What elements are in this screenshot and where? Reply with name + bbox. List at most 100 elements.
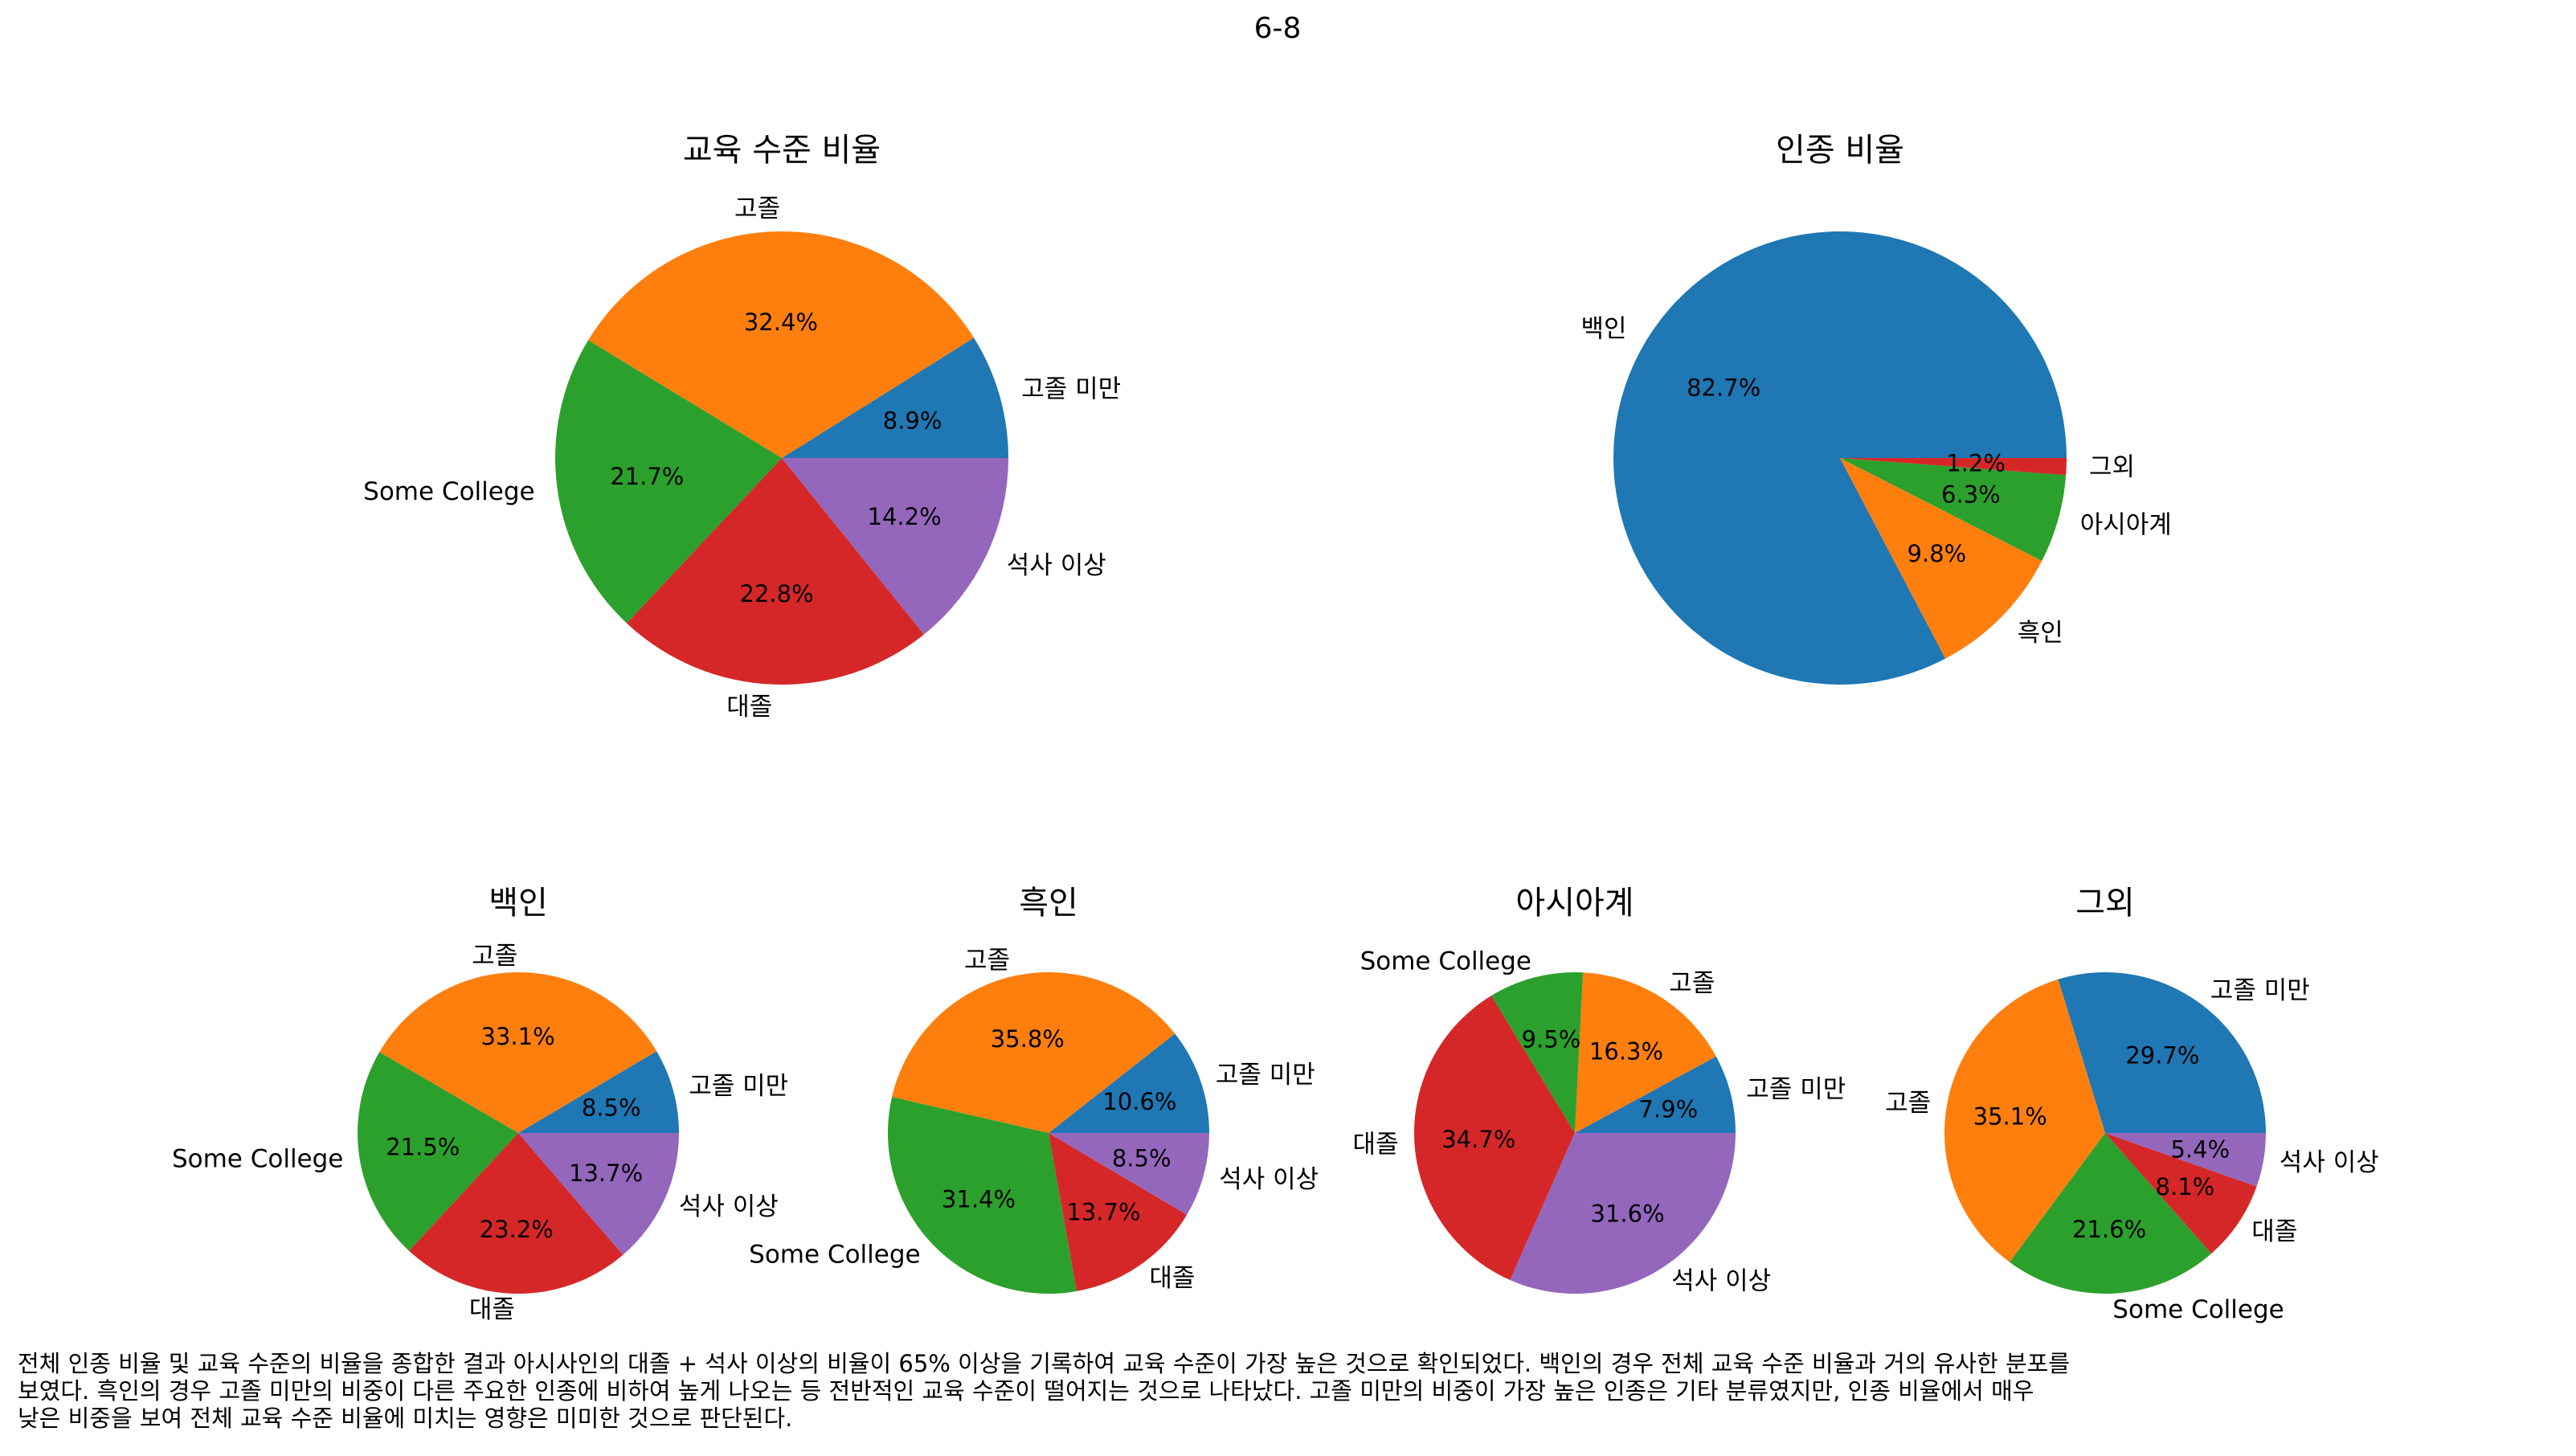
pie-title: 백인: [489, 885, 548, 922]
slice-percent-label: 16.3%: [1589, 1038, 1663, 1065]
slice-category-label: 고졸 미만: [1021, 374, 1121, 403]
slice-percent-label: 13.7%: [569, 1159, 643, 1187]
caption-line-2: 보였다. 흑인의 경우 고졸 미만의 비중이 다른 주요한 인종에 비하여 높게…: [18, 1377, 2034, 1405]
pie-slice: [1840, 458, 2067, 562]
slice-category-label: Some College: [2112, 1295, 2284, 1324]
slice-category-label: 고졸: [472, 942, 517, 971]
slice-percent-label: 21.5%: [386, 1134, 460, 1161]
slice-percent-label: 8.1%: [2156, 1173, 2215, 1200]
slice-category-label: 대졸: [469, 1295, 515, 1324]
pie-slice: [887, 1097, 1077, 1294]
slice-percent-label: 82.7%: [1687, 374, 1760, 402]
slice-percent-label: 8.5%: [1112, 1145, 1171, 1172]
slice-percent-label: 1.2%: [1946, 449, 2006, 476]
slice-category-label: 석사 이상: [2280, 1148, 2379, 1177]
pie-slice: [1840, 458, 2067, 476]
slice-category-label: 석사 이상: [679, 1192, 779, 1221]
pie-2: 인종 비율 82.7% 백인 9.8% 흑인 6.3% 아시아계 1.2% 그외: [1580, 132, 2172, 685]
slice-category-label: 고졸: [734, 194, 780, 223]
pie-slice: [892, 971, 1176, 1133]
slice-percent-label: 33.1%: [481, 1023, 555, 1050]
slice-category-label: 대졸: [2251, 1217, 2297, 1246]
slice-category-label: 석사 이상: [1671, 1266, 1771, 1295]
caption-line-3: 낮은 비중을 보여 전체 교육 수준 비율에 미치는 영향은 미미한 것으로 판…: [18, 1405, 793, 1432]
slice-category-label: 고졸: [1885, 1089, 1931, 1118]
pie-slice: [1491, 971, 1584, 1133]
slice-percent-label: 22.8%: [740, 580, 814, 607]
slice-percent-label: 5.4%: [2170, 1135, 2230, 1163]
pie-slice: [2058, 972, 2266, 1133]
pie-1: 교육 수준 비율 8.9% 고졸 미만 32.4% 고졸 21.7% Some Colleg…: [363, 132, 1121, 722]
slice-category-label: Some College: [1360, 947, 1531, 976]
slice-percent-label: 8.9%: [883, 407, 942, 434]
slice-category-label: 대졸: [1352, 1131, 1398, 1159]
caption-text: 전체 인종 비율 및 교육 수준의 비율을 종합한 결과 아시사인의 대졸 + …: [18, 1350, 2565, 1432]
pie-slice: [2105, 1133, 2257, 1254]
caption-line-1: 전체 인종 비율 및 교육 수준의 비율을 종합한 결과 아시사인의 대졸 + …: [18, 1350, 2071, 1377]
pie-slice: [1944, 979, 2105, 1262]
slice-category-label: 고졸 미만: [1746, 1075, 1846, 1104]
slice-category-label: 석사 이상: [1219, 1165, 1319, 1194]
figure-suptitle: 6-8: [1254, 12, 1302, 45]
pie-slice: [1575, 1056, 1736, 1133]
pie-slice: [518, 1133, 679, 1255]
pie-slice: [2105, 1133, 2266, 1187]
slice-category-label: 고졸: [1669, 969, 1715, 998]
slice-category-label: Some College: [749, 1241, 920, 1270]
slice-percent-label: 6.3%: [1941, 481, 2001, 509]
pie-4: 흑인 10.6% 고졸 미만 35.8% 고졸 31.4% Some College 13.7…: [749, 885, 1319, 1294]
slice-category-label: 대졸: [726, 693, 772, 722]
slice-percent-label: 29.7%: [2125, 1042, 2199, 1070]
slice-percent-label: 10.6%: [1102, 1088, 1176, 1115]
pie-slice: [358, 1052, 518, 1251]
slice-category-label: 아시아계: [2080, 511, 2172, 540]
slice-category-label: 고졸 미만: [1216, 1061, 1315, 1090]
pie-slice: [1049, 1133, 1209, 1215]
pie-slice: [1510, 1133, 1736, 1294]
pie-slice: [588, 231, 975, 458]
pie-slice: [409, 1133, 624, 1294]
slice-category-label: 그외: [2089, 453, 2135, 482]
pie-slice: [782, 458, 1008, 635]
pie-3: 백인 8.5% 고졸 미만 33.1% 고졸 21.5% Some College 23.2%…: [172, 885, 788, 1324]
pie-slice: [2010, 1133, 2212, 1294]
pie-slice: [379, 972, 657, 1133]
slice-percent-label: 13.7%: [1066, 1199, 1140, 1226]
pie-title: 그외: [2075, 885, 2135, 922]
slice-percent-label: 9.8%: [1907, 540, 1967, 567]
pie-title: 아시아계: [1515, 885, 1634, 922]
pie-slice: [1840, 458, 2042, 659]
slice-category-label: 대졸: [1149, 1264, 1195, 1293]
pie-chart-figure: 6-8 교육 수준 비율 8.9% 고졸 미만 32.4% 고졸 21.7% Some Co…: [172, 12, 2379, 1324]
slice-category-label: 고졸 미만: [689, 1072, 788, 1101]
pie-title: 교육 수준 비율: [683, 132, 881, 169]
pie-6: 그외 29.7% 고졸 미만 35.1% 고졸 21.6% Some College 8.1%…: [1885, 885, 2379, 1324]
slice-percent-label: 34.7%: [1441, 1126, 1515, 1153]
slice-category-label: Some College: [172, 1144, 343, 1173]
pie-slice: [1049, 1033, 1209, 1133]
pie-slice: [554, 340, 782, 624]
slice-percent-label: 7.9%: [1638, 1096, 1698, 1123]
slice-percent-label: 32.4%: [744, 309, 818, 336]
slice-category-label: 백인: [1580, 315, 1626, 344]
slice-percent-label: 35.1%: [1973, 1103, 2047, 1131]
slice-category-label: 고졸: [964, 946, 1010, 975]
pie-title: 흑인: [1019, 885, 1078, 922]
pie-5: 아시아계 7.9% 고졸 미만 16.3% 고졸 9.5% Some College 34.7…: [1352, 885, 1846, 1295]
pie-slice: [782, 337, 1008, 458]
pie-title: 인종 비율: [1776, 132, 1904, 169]
slice-percent-label: 31.6%: [1591, 1200, 1665, 1228]
pie-slice: [1049, 1133, 1188, 1291]
slice-percent-label: 21.6%: [2072, 1216, 2146, 1243]
pie-slice: [1413, 996, 1575, 1281]
pie-slice: [518, 1051, 679, 1133]
slice-category-label: Some College: [363, 477, 534, 506]
slice-percent-label: 31.4%: [942, 1186, 1016, 1213]
slice-category-label: 석사 이상: [1007, 551, 1106, 580]
slice-category-label: 흑인: [2018, 619, 2063, 648]
slice-percent-label: 8.5%: [582, 1094, 641, 1121]
slice-percent-label: 14.2%: [868, 503, 942, 530]
pie-slice: [626, 458, 925, 685]
slice-percent-label: 35.8%: [991, 1025, 1065, 1053]
slice-category-label: 고졸 미만: [2210, 976, 2310, 1005]
